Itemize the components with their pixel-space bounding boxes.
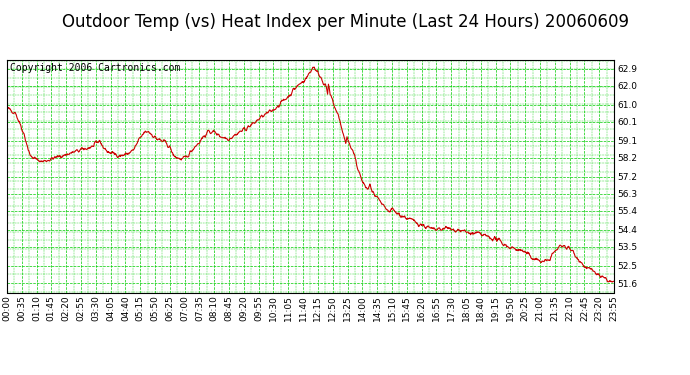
Text: Copyright 2006 Cartronics.com: Copyright 2006 Cartronics.com [10,63,180,74]
Text: Outdoor Temp (vs) Heat Index per Minute (Last 24 Hours) 20060609: Outdoor Temp (vs) Heat Index per Minute … [61,13,629,31]
